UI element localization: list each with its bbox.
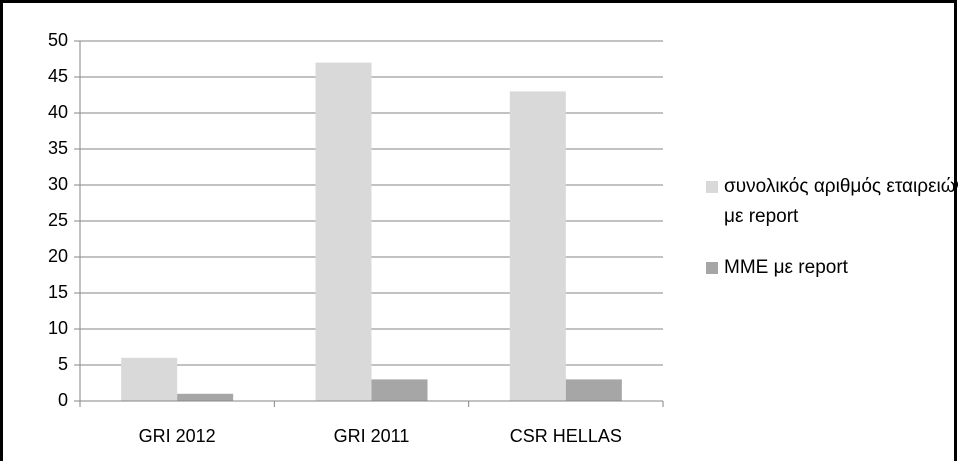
y-tick-label: 25 bbox=[48, 210, 68, 230]
x-tick-label: CSR HELLAS bbox=[510, 426, 622, 446]
x-tick-label: GRI 2011 bbox=[334, 426, 410, 446]
legend-item: συνολικός αριθμός εταιρειών με report bbox=[706, 172, 958, 232]
y-tick-label: 30 bbox=[48, 174, 68, 194]
bar bbox=[509, 91, 566, 402]
y-tick-label: 45 bbox=[48, 66, 68, 86]
y-tick-label: 40 bbox=[48, 102, 68, 122]
legend-swatch bbox=[706, 181, 718, 193]
legend-label: συνολικός αριθμός εταιρειών με report bbox=[724, 176, 958, 227]
y-tick-label: 5 bbox=[58, 354, 68, 374]
x-tick-label: GRI 2012 bbox=[139, 426, 216, 446]
bar bbox=[315, 62, 372, 401]
bar bbox=[371, 379, 428, 401]
y-tick-label: 0 bbox=[58, 390, 68, 410]
legend-swatch bbox=[706, 262, 718, 274]
y-tick-label: 50 bbox=[48, 30, 68, 50]
y-tick-label: 15 bbox=[48, 282, 68, 302]
y-tick-label: 10 bbox=[48, 318, 68, 338]
bar bbox=[121, 357, 178, 401]
y-tick-label: 20 bbox=[48, 246, 68, 266]
y-tick-label: 35 bbox=[48, 138, 68, 158]
legend-item: ΜΜΕ με report bbox=[706, 253, 958, 283]
bar bbox=[565, 379, 622, 401]
legend-label: ΜΜΕ με report bbox=[724, 257, 848, 278]
bar bbox=[177, 393, 234, 401]
